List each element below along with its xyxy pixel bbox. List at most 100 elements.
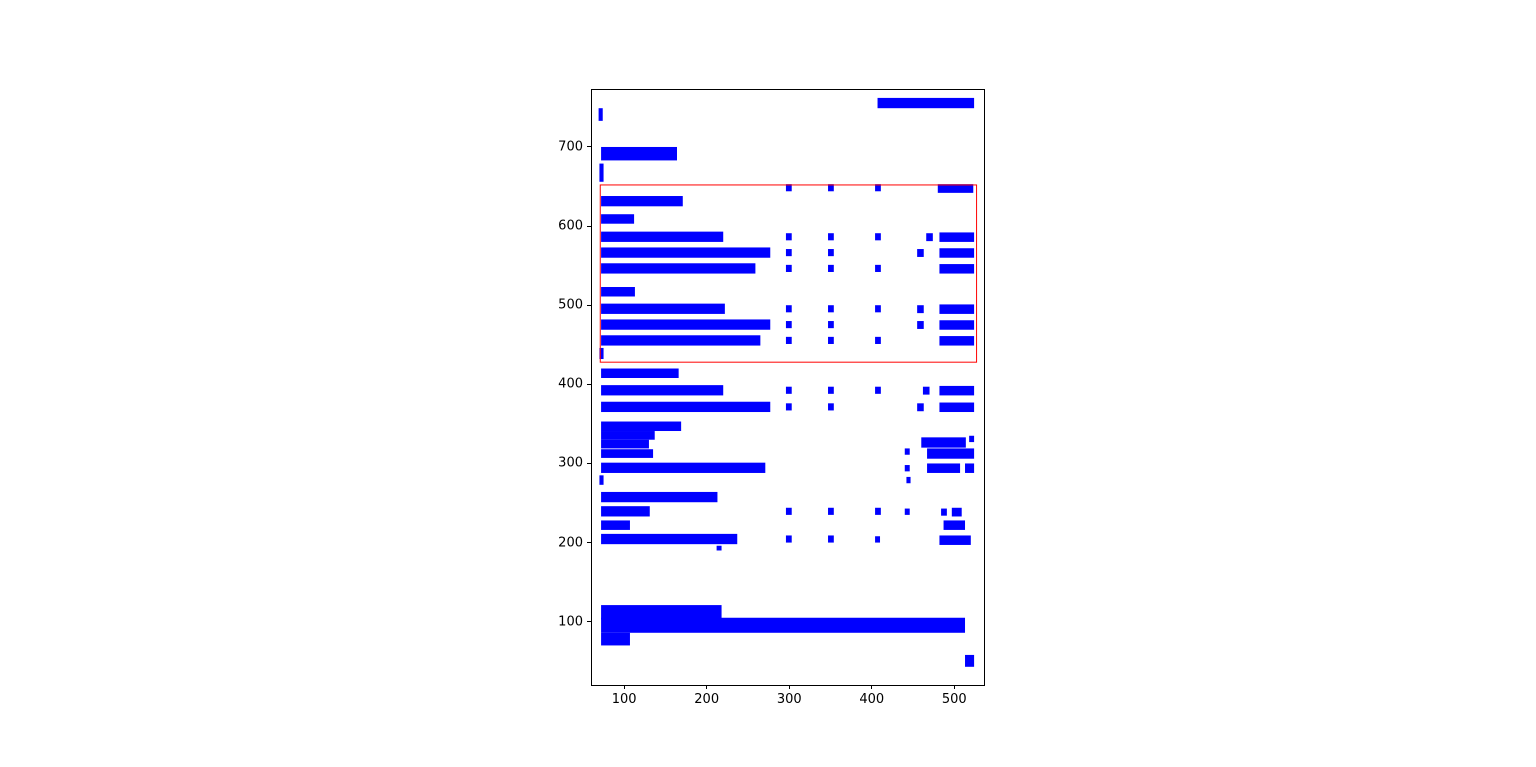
data-box xyxy=(937,184,974,193)
y-tick-mark xyxy=(587,225,591,227)
data-box xyxy=(828,305,834,313)
y-tick-label: 300 xyxy=(558,455,583,471)
data-box xyxy=(904,448,910,455)
x-tick-label: 500 xyxy=(941,692,967,707)
data-box xyxy=(828,321,834,329)
data-box xyxy=(926,233,933,242)
data-box xyxy=(601,431,655,440)
data-box xyxy=(601,303,725,314)
x-tick-mark xyxy=(788,685,790,689)
data-box xyxy=(601,421,682,432)
plot-area xyxy=(591,89,985,686)
data-box xyxy=(716,545,722,551)
data-box xyxy=(785,249,792,257)
data-box xyxy=(943,520,966,530)
data-box xyxy=(828,233,834,241)
data-box xyxy=(828,249,834,257)
data-box xyxy=(601,533,738,545)
data-box xyxy=(939,264,975,274)
y-tick-mark xyxy=(587,304,591,306)
data-box xyxy=(601,263,756,274)
data-box xyxy=(917,305,924,314)
data-box xyxy=(939,385,975,396)
data-box xyxy=(927,448,975,459)
x-tick-label: 400 xyxy=(859,692,885,707)
data-box xyxy=(917,321,924,329)
data-box xyxy=(601,368,679,378)
data-box xyxy=(601,439,649,449)
data-box xyxy=(828,507,834,515)
data-box xyxy=(875,336,881,344)
data-box xyxy=(601,385,724,396)
y-tick-mark xyxy=(587,146,591,148)
data-box xyxy=(785,321,792,329)
data-box xyxy=(601,287,635,297)
data-box xyxy=(598,108,603,121)
data-box xyxy=(601,506,650,517)
data-box xyxy=(939,402,975,413)
x-tick-mark xyxy=(706,685,708,689)
x-tick-mark xyxy=(871,685,873,689)
data-box xyxy=(906,476,911,484)
data-box xyxy=(785,403,792,411)
data-box xyxy=(904,465,910,472)
data-box xyxy=(828,336,834,344)
y-tick-mark xyxy=(587,542,591,544)
data-box xyxy=(601,449,654,458)
data-box xyxy=(875,184,881,192)
x-tick-label: 300 xyxy=(776,692,802,707)
y-tick-label: 100 xyxy=(558,614,583,630)
data-box xyxy=(939,232,975,242)
y-tick-mark xyxy=(587,383,591,385)
y-tick-label: 200 xyxy=(558,535,583,551)
data-box xyxy=(601,605,722,620)
data-box xyxy=(969,435,975,443)
data-box xyxy=(601,146,677,161)
y-tick-label: 500 xyxy=(558,297,583,313)
data-box xyxy=(601,520,630,530)
data-box xyxy=(599,347,604,360)
data-box xyxy=(877,97,975,109)
y-tick-label: 600 xyxy=(558,218,583,234)
data-box xyxy=(785,233,792,241)
data-box xyxy=(875,233,881,241)
data-box xyxy=(939,248,975,258)
data-box xyxy=(875,305,881,313)
data-box xyxy=(875,264,881,272)
data-box xyxy=(785,336,792,344)
data-box xyxy=(601,335,761,346)
x-tick-mark xyxy=(623,685,625,689)
data-box xyxy=(599,475,604,485)
data-box xyxy=(922,386,930,395)
x-tick-label: 100 xyxy=(611,692,637,707)
data-box xyxy=(951,507,962,517)
data-box xyxy=(917,403,924,412)
data-box xyxy=(785,305,792,313)
data-box xyxy=(601,491,718,503)
data-box xyxy=(828,386,834,394)
y-tick-mark xyxy=(587,462,591,464)
data-box xyxy=(785,507,792,515)
data-box xyxy=(599,163,604,182)
data-box xyxy=(828,264,834,272)
data-box xyxy=(601,196,683,207)
data-box xyxy=(904,508,910,515)
data-box xyxy=(921,437,966,448)
data-box xyxy=(828,535,834,543)
data-box xyxy=(939,336,975,346)
data-box xyxy=(785,535,792,543)
plot-canvas xyxy=(598,97,978,667)
data-box xyxy=(601,319,771,330)
data-box xyxy=(785,386,792,394)
data-box xyxy=(917,249,924,257)
x-tick-mark xyxy=(953,685,955,689)
data-box xyxy=(875,536,881,543)
data-box xyxy=(965,654,975,667)
data-box xyxy=(875,507,881,515)
data-box xyxy=(601,462,766,473)
data-box xyxy=(939,320,975,330)
data-box xyxy=(785,264,792,272)
y-tick-mark xyxy=(587,621,591,623)
data-box xyxy=(965,463,975,473)
